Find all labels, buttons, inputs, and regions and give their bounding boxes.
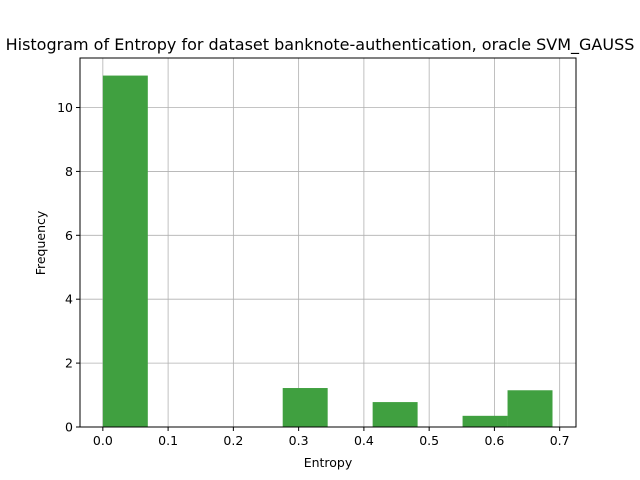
- chart-title: Histogram of Entropy for dataset banknot…: [6, 35, 635, 55]
- y-tick-label: 4: [65, 292, 73, 307]
- x-tick-label: 0.5: [419, 433, 439, 448]
- y-tick-label: 10: [57, 100, 73, 115]
- x-axis-ticks: 0.0 0.1 0.2 0.3 0.4 0.5 0.6 0.7: [93, 427, 570, 448]
- x-axis-label: Entropy: [304, 455, 353, 470]
- histogram-bar: [462, 415, 508, 427]
- y-axis-ticks: 0 2 4 6 8 10: [57, 100, 80, 435]
- histogram-bars: [102, 75, 553, 428]
- x-tick-label: 0.6: [484, 433, 504, 448]
- y-tick-label: 0: [65, 420, 73, 435]
- histogram-bar: [372, 402, 418, 427]
- x-tick-label: 0.7: [550, 433, 570, 448]
- grid-lines: [80, 58, 576, 428]
- histogram-bar: [507, 390, 553, 427]
- x-tick-label: 0.0: [93, 433, 113, 448]
- histogram-bar: [102, 75, 148, 428]
- y-tick-label: 2: [65, 356, 73, 371]
- histogram-bar: [282, 388, 328, 427]
- y-tick-label: 8: [65, 164, 73, 179]
- x-tick-label: 0.1: [158, 433, 178, 448]
- x-tick-label: 0.4: [354, 433, 374, 448]
- x-tick-label: 0.2: [223, 433, 243, 448]
- plot-frame: [79, 57, 577, 428]
- y-tick-label: 6: [65, 228, 73, 243]
- y-axis-label: Frequency: [33, 210, 48, 275]
- x-tick-label: 0.3: [289, 433, 309, 448]
